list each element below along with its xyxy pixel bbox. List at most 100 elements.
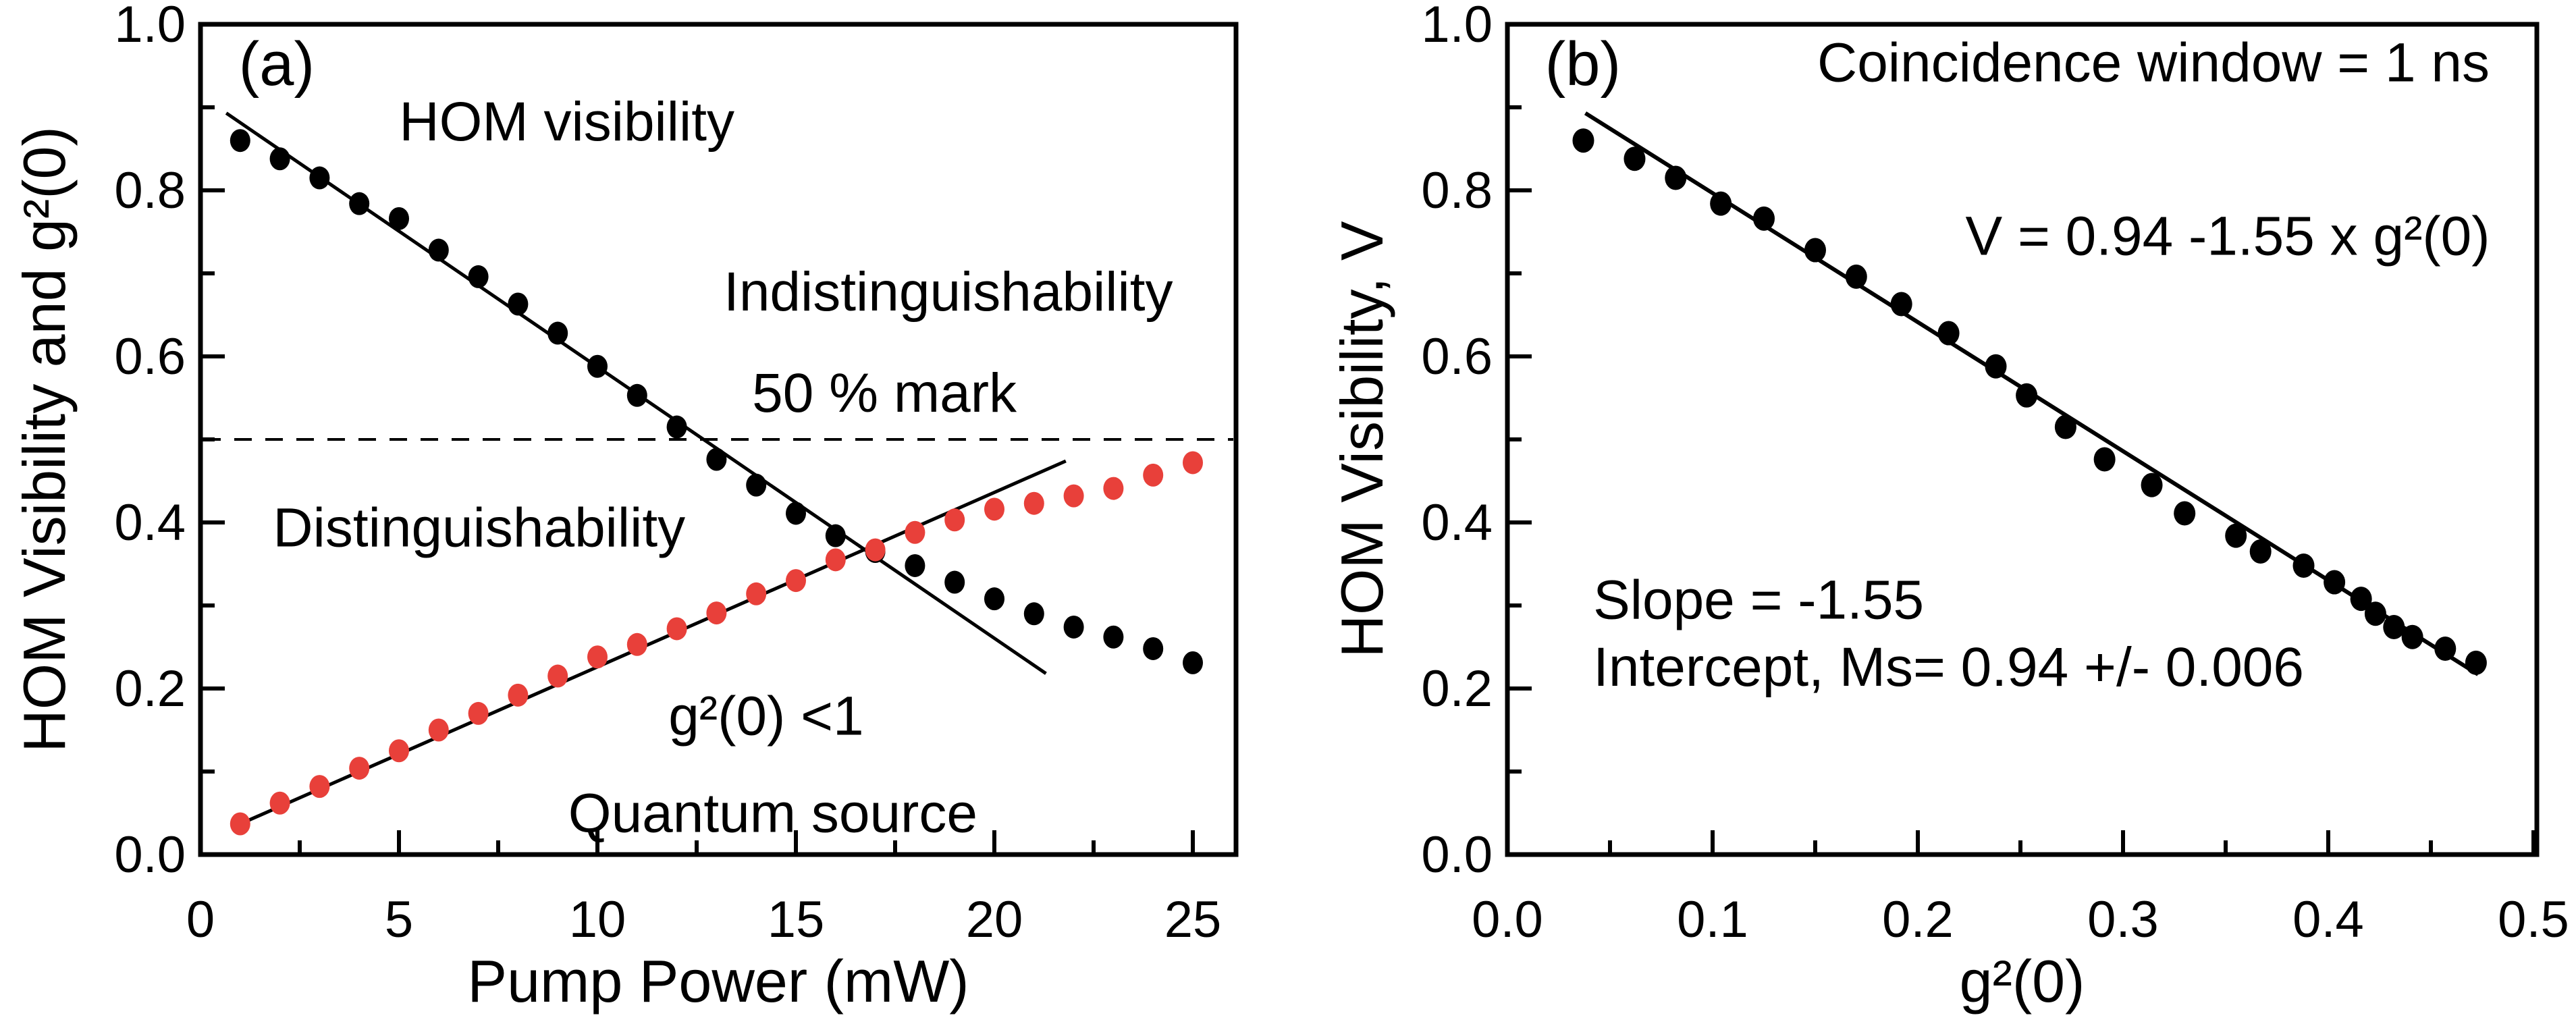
data-point bbox=[547, 321, 568, 345]
data-point bbox=[2093, 447, 2116, 472]
data-point bbox=[2324, 570, 2346, 595]
y-tick-label: 1.0 bbox=[1421, 0, 1493, 53]
y-tick-label: 0.8 bbox=[1421, 162, 1493, 219]
data-point bbox=[2016, 383, 2038, 408]
data-point bbox=[2401, 624, 2423, 649]
data-point bbox=[508, 683, 529, 707]
data-point bbox=[428, 718, 449, 742]
data-point bbox=[468, 701, 489, 725]
y-tick-label: 0.4 bbox=[1421, 494, 1493, 551]
data-point bbox=[666, 415, 687, 439]
data-point bbox=[389, 207, 409, 230]
data-point bbox=[1890, 292, 1912, 317]
data-point bbox=[389, 739, 409, 763]
data-point bbox=[1804, 238, 1826, 263]
g2-less-than-1-label: g²(0) <1 bbox=[668, 686, 863, 747]
data-point bbox=[865, 538, 886, 562]
x-tick-label: 0.2 bbox=[1882, 891, 1954, 948]
data-point bbox=[468, 265, 489, 288]
hom-visibility-label: HOM visibility bbox=[399, 91, 734, 153]
y-tick-label: 1.0 bbox=[114, 0, 186, 53]
panel-label-a: (a) bbox=[239, 30, 315, 99]
data-point bbox=[547, 664, 568, 688]
data-point bbox=[1023, 491, 1044, 515]
data-point bbox=[2054, 414, 2076, 439]
data-point bbox=[1985, 354, 2007, 379]
x-tick-label: 0 bbox=[186, 891, 215, 948]
x-tick-label: 0.5 bbox=[2498, 891, 2569, 948]
y-axis-label: HOM Visibility and g²(0) bbox=[11, 126, 78, 753]
quantum-source-label: Quantum source bbox=[568, 783, 977, 844]
x-tick-label: 25 bbox=[1164, 891, 1222, 948]
series-0 bbox=[1572, 128, 2487, 675]
data-point bbox=[786, 569, 806, 593]
data-point bbox=[309, 775, 330, 799]
x-tick-label: 15 bbox=[768, 891, 825, 948]
data-point bbox=[1710, 191, 1732, 216]
data-point bbox=[825, 548, 846, 572]
intercept-label: Intercept, Ms= 0.94 +/- 0.006 bbox=[1593, 637, 2304, 698]
data-point bbox=[428, 238, 449, 262]
data-point bbox=[2225, 523, 2247, 548]
y-tick-label: 0.6 bbox=[114, 328, 186, 385]
data-point bbox=[349, 192, 370, 215]
data-point bbox=[508, 292, 529, 316]
slope-label: Slope = -1.55 bbox=[1593, 569, 1924, 630]
data-point bbox=[746, 473, 767, 497]
data-point bbox=[2174, 501, 2196, 526]
data-point bbox=[2292, 553, 2315, 578]
fit-equation-label: V = 0.94 -1.55 x g²(0) bbox=[1965, 206, 2490, 267]
panel-label-b: (b) bbox=[1545, 30, 1621, 99]
x-tick-label: 0.0 bbox=[1472, 891, 1543, 948]
data-point bbox=[2465, 650, 2487, 675]
data-point bbox=[1063, 484, 1084, 508]
indistinguishability-label: Indistinguishability bbox=[724, 261, 1173, 323]
data-point bbox=[1624, 146, 1646, 171]
g2-fit bbox=[245, 459, 1067, 824]
x-tick-label: 0.3 bbox=[2087, 891, 2159, 948]
data-point bbox=[1103, 625, 1124, 649]
y-tick-label: 0.2 bbox=[1421, 660, 1493, 718]
y-tick-label: 0.8 bbox=[114, 162, 186, 219]
series-0 bbox=[230, 129, 1203, 674]
data-point bbox=[984, 497, 1004, 521]
panel-a: 0 5 10 15 20 25 0.0 0.2 0.4 0.6 0.8 1.0 Pump Power (… bbox=[11, 0, 1239, 1015]
x-tick-label: 10 bbox=[569, 891, 626, 948]
data-point bbox=[2434, 636, 2457, 661]
data-point bbox=[2383, 614, 2405, 639]
data-point bbox=[269, 791, 290, 815]
data-point bbox=[1103, 477, 1124, 500]
y-axis-label: HOM Visibility, V bbox=[1329, 221, 1395, 657]
data-point bbox=[786, 502, 806, 525]
data-point bbox=[1665, 165, 1687, 190]
y-tick-label: 0.2 bbox=[114, 660, 186, 718]
data-point bbox=[905, 520, 925, 544]
data-point bbox=[230, 812, 250, 836]
distinguishability-label: Distinguishability bbox=[273, 497, 685, 558]
data-point bbox=[1063, 615, 1084, 639]
data-point bbox=[825, 524, 846, 547]
data-point bbox=[1023, 602, 1044, 626]
data-point bbox=[1753, 206, 1775, 231]
data-point bbox=[666, 617, 687, 641]
data-point bbox=[2350, 587, 2372, 612]
series-1 bbox=[230, 451, 1203, 836]
data-point bbox=[626, 383, 647, 407]
x-tick-label: 0.1 bbox=[1677, 891, 1748, 948]
data-point bbox=[1937, 321, 1960, 346]
data-point bbox=[309, 166, 330, 190]
data-point bbox=[2141, 473, 2163, 497]
data-point bbox=[984, 587, 1004, 611]
x-tick-label: 0.4 bbox=[2292, 891, 2364, 948]
data-point bbox=[1183, 651, 1203, 674]
x-axis-label: Pump Power (mW) bbox=[467, 948, 969, 1015]
data-point bbox=[626, 632, 647, 656]
y-tick-label: 0.0 bbox=[114, 826, 186, 884]
data-point bbox=[944, 570, 965, 594]
data-point bbox=[1143, 637, 1164, 660]
data-point bbox=[746, 582, 767, 605]
data-point bbox=[1143, 463, 1164, 487]
data-point bbox=[1845, 264, 1867, 289]
